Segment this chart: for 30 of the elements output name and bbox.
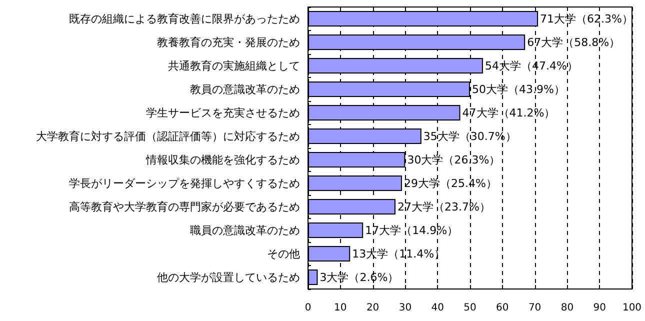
y-tick-label: 高等教育や大学教育の専門家が必要であるため bbox=[69, 200, 300, 214]
y-tick-label: 既存の組織による教育改善に限界があったため bbox=[69, 12, 300, 26]
x-tick-label: 60 bbox=[496, 302, 509, 314]
x-tick-label: 20 bbox=[366, 302, 380, 314]
y-tick-label: 教員の意識改革のため bbox=[190, 82, 300, 96]
data-label: 29大学（25.4%） bbox=[404, 176, 497, 190]
x-tick-label: 50 bbox=[464, 302, 476, 314]
data-label: 54大学（47.4%） bbox=[484, 59, 578, 72]
x-tick-label: 90 bbox=[593, 302, 606, 314]
x-tick-label: 10 bbox=[334, 302, 347, 314]
y-tick-label: 職員の意識改革のため bbox=[190, 224, 300, 237]
x-tick-label: 70 bbox=[528, 302, 542, 314]
data-label: 17大学（14.9%） bbox=[365, 224, 458, 237]
data-label: 67大学（58.8%） bbox=[527, 36, 620, 49]
data-label: 47大学（41.2%） bbox=[462, 106, 556, 120]
x-tick-label: 80 bbox=[560, 302, 574, 314]
data-label: 27大学（23.7%） bbox=[397, 200, 490, 214]
y-tick-label: 共通教育の実施組織として bbox=[168, 59, 300, 72]
y-tick-label: 情報収集の機能を強化するため bbox=[145, 153, 300, 166]
x-tick-label: 100 bbox=[622, 302, 642, 314]
y-tick-label: 教養教育の充実・発展のため bbox=[157, 36, 300, 49]
y-tick-label: 大学教育に対する評価（認証評価等）に対応するため bbox=[36, 130, 300, 143]
y-tick-label: 学長がリーダーシップを発揮しやすくするため bbox=[69, 176, 300, 190]
x-tick-label: 40 bbox=[431, 302, 444, 314]
x-tick-label: 30 bbox=[398, 302, 412, 314]
data-label: 35大学（30.7%） bbox=[423, 130, 516, 143]
y-tick-label: その他 bbox=[267, 247, 300, 260]
y-tick-label: 他の大学が設置しているため bbox=[157, 270, 300, 284]
y-tick-label: 学生サービスを充実させるため bbox=[146, 106, 300, 120]
x-tick-label: 0 bbox=[304, 302, 312, 314]
